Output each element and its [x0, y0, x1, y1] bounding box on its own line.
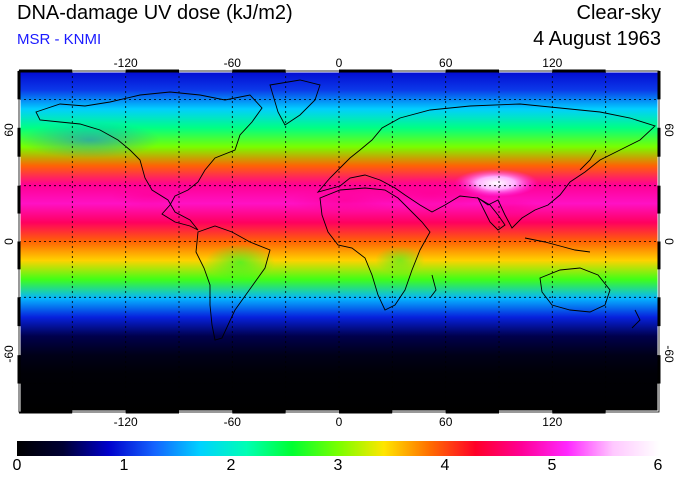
colorbar-label: 1	[119, 457, 129, 474]
coastlines	[35, 79, 656, 341]
lat-labels-right: 60 0 -60	[662, 123, 676, 363]
lat-label-right: -60	[662, 345, 676, 363]
lon-label-bottom: -60	[224, 415, 242, 429]
lon-label-top: 120	[542, 56, 562, 70]
condition-label: Clear-sky	[576, 2, 661, 24]
lat-label-left: -60	[2, 345, 16, 363]
coast-madagascar	[429, 274, 437, 299]
lon-labels-bottom: -120 -60 0 60 120	[114, 415, 563, 429]
coast-new-zealand	[631, 309, 641, 329]
colorbar-label: 4	[440, 457, 450, 474]
lon-label-top: -60	[224, 56, 242, 70]
coast-africa	[319, 187, 431, 311]
lon-label-top: 0	[336, 56, 343, 70]
lon-label-bottom: -120	[114, 415, 138, 429]
middle-east-high	[370, 177, 490, 209]
coast-north-america	[35, 91, 263, 231]
coast-india	[476, 196, 506, 231]
north-pacific-blue	[20, 122, 160, 158]
source-label: MSR - KNMI	[17, 31, 102, 48]
lon-labels-top: -120 -60 0 60 120	[114, 56, 563, 70]
lat-label-left: 0	[2, 238, 16, 245]
colorbar-label: 5	[547, 457, 557, 474]
coast-south-america	[195, 225, 271, 341]
congo-green	[375, 246, 425, 274]
lon-label-top: -120	[114, 56, 138, 70]
colorbar-label: 0	[12, 457, 22, 474]
coast-australia	[539, 267, 611, 313]
lat-labels-left: 60 0 -60	[2, 123, 16, 363]
lat-label-left: 60	[2, 123, 16, 137]
lon-label-bottom: 120	[542, 415, 562, 429]
lon-label-top: 60	[439, 56, 453, 70]
sahara-high	[290, 186, 400, 214]
lon-label-bottom: 0	[336, 415, 343, 429]
colorbar-label: 3	[333, 457, 343, 474]
colorbar-label: 6	[653, 457, 663, 474]
graticule	[19, 71, 659, 412]
lat-label-right: 60	[662, 123, 676, 137]
regional-anomalies	[20, 122, 540, 280]
date-label: 4 August 1963	[533, 28, 661, 50]
amazon-green	[205, 244, 275, 280]
chart-title: DNA-damage UV dose (kJ/m2)	[17, 2, 293, 24]
coast-eurasia	[316, 103, 656, 229]
map-frame	[17, 69, 661, 414]
lat-label-right: 0	[662, 238, 676, 245]
coast-greenland	[269, 79, 321, 126]
india-high	[480, 198, 540, 218]
coast-indonesia	[524, 237, 591, 253]
colorbar-label: 2	[226, 457, 236, 474]
coast-japan	[579, 149, 597, 171]
colorbar	[17, 441, 659, 456]
mexico-high	[110, 183, 190, 207]
lon-label-bottom: 60	[439, 415, 453, 429]
